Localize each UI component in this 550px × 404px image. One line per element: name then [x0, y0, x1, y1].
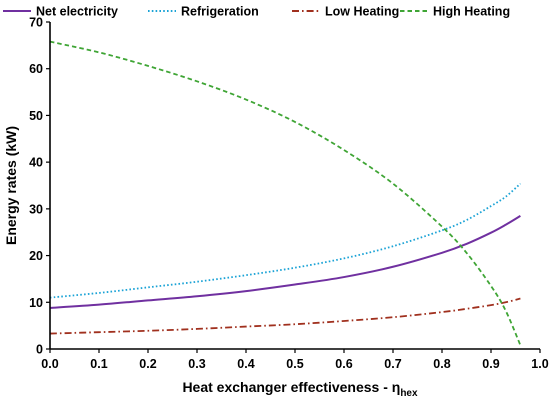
x-axis-title-main: Heat exchanger effectiveness - η [182, 379, 400, 395]
x-tick-label: 0.8 [433, 357, 450, 371]
legend-label-net-electricity: Net electricity [36, 5, 118, 19]
y-ticks: 0 10 20 30 40 50 60 70 [29, 16, 50, 357]
y-tick-label: 40 [29, 156, 43, 170]
x-tick-label: 0.1 [90, 357, 107, 371]
series-line-low-heating [49, 297, 521, 335]
axes [49, 22, 540, 350]
y-axis-title: Energy rates (kW) [3, 126, 19, 245]
x-tick-label: 0.0 [41, 357, 58, 371]
x-tick-label: 0.5 [286, 357, 303, 371]
x-tick-label: 0.4 [237, 357, 254, 371]
x-axis-title-subscript: hex [400, 388, 418, 399]
legend-label-high-heating: High Heating [433, 5, 510, 19]
x-tick-label: 0.3 [188, 357, 205, 371]
y-tick-label: 70 [29, 16, 43, 30]
series-line-net-electricity [49, 215, 521, 309]
x-tick-label: 0.2 [139, 357, 156, 371]
y-tick-label: 10 [29, 296, 43, 310]
legend-label-low-heating: Low Heating [325, 5, 399, 19]
y-tick-label: 30 [29, 202, 43, 216]
series-line-refrigeration [49, 182, 521, 299]
x-tick-label: 0.6 [335, 357, 352, 371]
x-tick-label: 0.9 [482, 357, 499, 371]
legend: Net electricity Refrigeration Low Heating H… [3, 5, 510, 19]
x-tick-label: 1.0 [531, 357, 548, 371]
y-tick-label: 20 [29, 249, 43, 263]
y-tick-label: 60 [29, 62, 43, 76]
y-tick-label: 0 [36, 343, 43, 357]
x-ticks: 0.0 0.1 0.2 0.3 0.4 0.5 0.6 0.7 0.8 0.9 1.0 [41, 349, 549, 371]
x-tick-label: 0.7 [384, 357, 401, 371]
series-line-high-heating [49, 40, 522, 346]
x-axis-title: Heat exchanger effectiveness - ηhex [182, 379, 418, 399]
series-layer [49, 40, 522, 346]
y-tick-label: 50 [29, 109, 43, 123]
legend-label-refrigeration: Refrigeration [181, 5, 259, 19]
